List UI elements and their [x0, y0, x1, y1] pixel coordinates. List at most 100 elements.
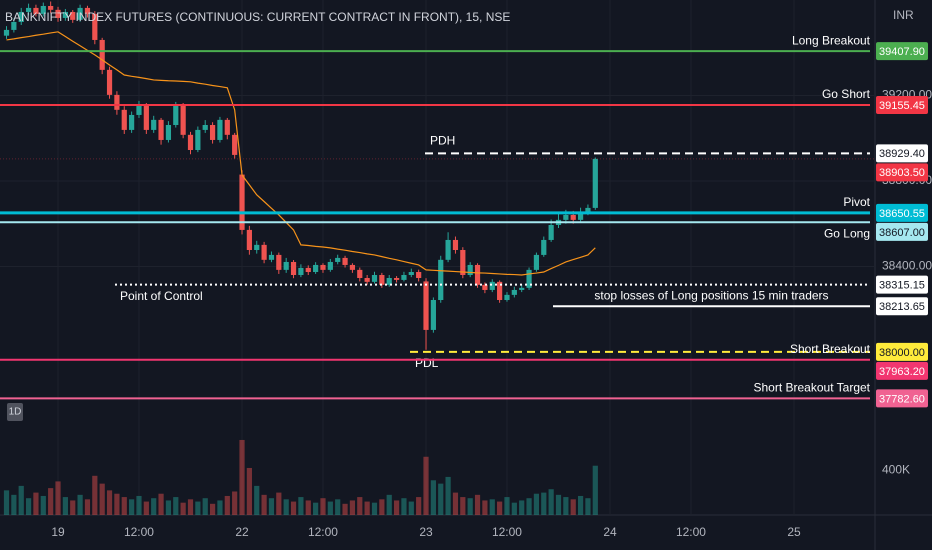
price-label: 37963.20 — [879, 366, 925, 378]
volume-bar — [246, 467, 252, 515]
volume-bar — [364, 501, 370, 515]
volume-bar — [313, 502, 319, 515]
candle-body — [482, 284, 488, 290]
volume-bar — [136, 495, 142, 515]
candle-body — [460, 250, 466, 275]
volume-bar — [577, 495, 584, 515]
volume-bar — [92, 475, 98, 515]
volume-bar — [563, 497, 569, 515]
candle-body — [246, 229, 252, 250]
candle-body — [114, 94, 120, 110]
level-label: Point of Control — [120, 289, 203, 303]
volume-bar — [25, 498, 32, 515]
volume-bar — [408, 501, 414, 515]
candle-body — [349, 264, 356, 270]
candle-body — [511, 289, 517, 295]
volume-bar — [349, 500, 356, 515]
candle-body — [261, 244, 267, 260]
price-label-box — [876, 203, 928, 222]
candle-body — [187, 134, 194, 150]
volume-bar — [254, 485, 260, 515]
candle-body — [290, 261, 297, 275]
price-label-box — [876, 297, 928, 316]
volume-tick-label: 400K — [882, 462, 910, 476]
candle-body — [195, 129, 201, 150]
candle-body — [497, 281, 503, 300]
volume-bar — [386, 494, 392, 515]
candle-body — [209, 125, 216, 140]
volume-bar — [548, 489, 554, 515]
volume-bar — [474, 494, 481, 515]
x-tick-label: 12:00 — [308, 525, 338, 539]
price-label-box — [876, 163, 928, 182]
candle-body — [563, 214, 569, 220]
volume-bar — [99, 483, 105, 515]
volume-bar — [224, 495, 230, 515]
currency: INR — [893, 8, 914, 22]
volume-bar — [283, 499, 289, 515]
candle-body — [232, 134, 238, 155]
grid — [0, 0, 875, 515]
volume-bar — [232, 491, 238, 515]
candle-body — [217, 119, 223, 140]
candle-body — [504, 294, 510, 300]
candle-body — [106, 69, 113, 95]
candle-body — [526, 269, 532, 288]
candle-body — [254, 244, 260, 250]
candle-body — [320, 264, 326, 270]
volume-bar — [592, 465, 598, 515]
level-label: Short Breakout Target — [753, 381, 870, 395]
candle-body — [541, 239, 547, 255]
volume-bar — [158, 493, 164, 515]
candle-body — [268, 254, 275, 260]
moving-average — [6, 31, 596, 276]
candle-body — [452, 239, 459, 250]
volume-bar — [114, 493, 120, 515]
volume-bar — [371, 502, 378, 515]
volume-bar — [151, 498, 157, 515]
volume-bar — [416, 497, 422, 515]
volume-bar — [40, 495, 46, 515]
price-label-box — [876, 42, 928, 61]
volume-bar — [526, 498, 532, 515]
candle-body — [239, 174, 245, 230]
level-label: PDH — [430, 134, 455, 148]
volume-bar — [55, 481, 61, 515]
price-label: 38650.55 — [879, 208, 925, 220]
volume-bar — [180, 502, 186, 515]
volume-bar — [504, 497, 510, 515]
candle-body — [158, 119, 164, 140]
volume-bar — [209, 503, 216, 515]
candle-body — [592, 158, 598, 208]
candle-body — [298, 267, 304, 275]
candle-body — [3, 29, 10, 36]
candle-body — [283, 261, 289, 270]
candle-body — [585, 207, 591, 212]
candle-body — [379, 275, 385, 285]
interval-badge: 1D — [9, 407, 22, 418]
candle-body — [33, 7, 39, 14]
price-label-box — [876, 222, 928, 241]
candle-body — [570, 214, 576, 220]
candle-body — [548, 225, 554, 240]
candle-body — [519, 287, 525, 290]
candle-body — [533, 254, 540, 270]
candle-body — [151, 119, 157, 130]
volume-bar — [33, 492, 39, 515]
volume-bar — [165, 500, 172, 515]
x-tick-label: 24 — [603, 525, 617, 539]
volume-pane — [3, 439, 598, 515]
price-label-box — [876, 144, 928, 163]
candle-body — [62, 11, 68, 18]
candle-body — [489, 281, 495, 290]
price-label-box — [876, 275, 928, 294]
candle-body — [276, 254, 282, 270]
volume-bar — [18, 485, 24, 515]
volume-bar — [430, 480, 436, 515]
price-axis: 38400.0038800.0039200.00400K39407.903915… — [876, 42, 932, 476]
candle-body — [180, 104, 186, 135]
candle-body — [224, 119, 230, 135]
price-label: 38607.00 — [879, 227, 925, 239]
candle-body — [430, 300, 436, 330]
